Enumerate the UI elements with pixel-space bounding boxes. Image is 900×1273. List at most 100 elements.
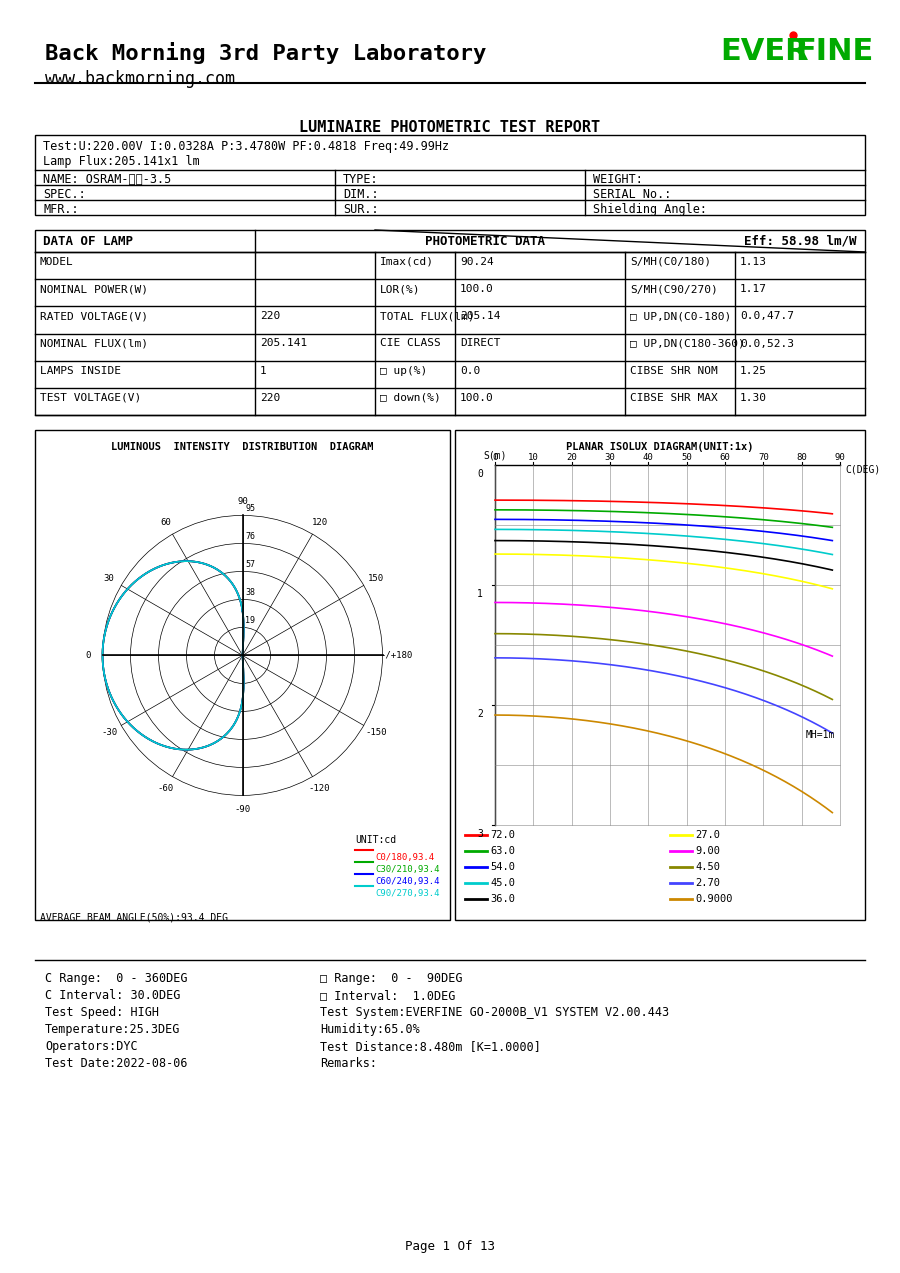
Bar [35,135,865,215]
Text: Test:U:220.00V I:0.0328A P:3.4780W PF:0.4818 Freq:49.99Hz: Test:U:220.00V I:0.0328A P:3.4780W PF:0.… [43,140,449,153]
Text: 80: 80 [796,453,807,462]
Text: 38: 38 [246,588,256,597]
Text: Lamp Flux:205.141x1 lm: Lamp Flux:205.141x1 lm [43,155,200,168]
Text: -150: -150 [365,728,387,737]
Text: □ down(%): □ down(%) [380,393,441,402]
Text: C0/180,93.4: C0/180,93.4 [375,853,434,862]
Text: 10: 10 [528,453,539,462]
Text: RATED VOLTAGE(V): RATED VOLTAGE(V) [40,312,148,321]
Text: 0: 0 [477,468,483,479]
Text: 220: 220 [260,312,280,321]
Text: CIE CLASS: CIE CLASS [380,339,441,349]
Text: □ UP,DN(C0-180): □ UP,DN(C0-180) [630,312,731,321]
Text: □ Interval:  1.0DEG: □ Interval: 1.0DEG [320,989,455,1002]
Text: 45.0: 45.0 [490,878,515,889]
Text: 2: 2 [477,709,483,719]
Text: TEST VOLTAGE(V): TEST VOLTAGE(V) [40,393,141,402]
Bar [35,230,865,415]
Text: 57: 57 [246,560,256,569]
Text: C60/240,93.4: C60/240,93.4 [375,877,439,886]
Text: 1.13: 1.13 [740,257,767,267]
Text: 60: 60 [720,453,731,462]
Text: Test Speed: HIGH: Test Speed: HIGH [45,1006,159,1018]
Text: 0: 0 [492,453,498,462]
Text: NOMINAL FLUX(lm): NOMINAL FLUX(lm) [40,339,148,349]
Text: Page 1 Of 13: Page 1 Of 13 [405,1240,495,1253]
Text: MFR.:: MFR.: [43,202,78,216]
Text: 0: 0 [86,651,91,659]
Text: C30/210,93.4: C30/210,93.4 [375,864,439,875]
Text: Test Date:2022-08-06: Test Date:2022-08-06 [45,1057,187,1071]
Text: Remarks:: Remarks: [320,1057,377,1071]
Text: 90: 90 [834,453,845,462]
Text: NOMINAL POWER(W): NOMINAL POWER(W) [40,284,148,294]
Text: Eff: 58.98 lm/W: Eff: 58.98 lm/W [744,236,857,248]
Text: C Interval: 30.0DEG: C Interval: 30.0DEG [45,989,180,1002]
Text: 30: 30 [605,453,616,462]
Text: 0.0,52.3: 0.0,52.3 [740,339,794,349]
Text: TYPE:: TYPE: [343,173,379,186]
Text: 100.0: 100.0 [460,393,494,402]
Text: 27.0: 27.0 [695,830,720,840]
Text: UNIT:cd: UNIT:cd [355,835,396,845]
Text: CIBSE SHR MAX: CIBSE SHR MAX [630,393,718,402]
Text: Humidity:65.0%: Humidity:65.0% [320,1023,419,1036]
Text: SUR.:: SUR.: [343,202,379,216]
Text: 120: 120 [311,518,328,527]
Text: -120: -120 [309,784,330,793]
Text: 90.24: 90.24 [460,257,494,267]
Text: Back Morning 3rd Party Laboratory: Back Morning 3rd Party Laboratory [45,42,486,64]
Text: -30: -30 [101,728,117,737]
Text: DIM.:: DIM.: [343,188,379,201]
Text: CIBSE SHR NOM: CIBSE SHR NOM [630,365,718,376]
Text: WEIGHT:: WEIGHT: [593,173,643,186]
Text: Test System:EVERFINE GO-2000B_V1 SYSTEM V2.00.443: Test System:EVERFINE GO-2000B_V1 SYSTEM … [320,1006,669,1018]
Text: S(m): S(m) [483,449,507,460]
Text: LUMINOUS  INTENSITY  DISTRIBUTION  DIAGRAM: LUMINOUS INTENSITY DISTRIBUTION DIAGRAM [112,442,374,452]
Text: FINE: FINE [795,37,873,66]
Text: MH=1m: MH=1m [806,729,835,740]
Text: 0.9000: 0.9000 [695,894,733,904]
Text: -60: -60 [158,784,174,793]
Text: C(DEG): C(DEG) [845,465,880,475]
Text: Temperature:25.3DEG: Temperature:25.3DEG [45,1023,180,1036]
Text: MODEL: MODEL [40,257,74,267]
Text: LOR(%): LOR(%) [380,284,420,294]
Text: 0.0,47.7: 0.0,47.7 [740,312,794,321]
Text: 220: 220 [260,393,280,402]
Text: 3: 3 [477,829,483,839]
Text: Test Distance:8.480m [K=1.0000]: Test Distance:8.480m [K=1.0000] [320,1040,541,1053]
Text: □ UP,DN(C180-360): □ UP,DN(C180-360) [630,339,745,349]
Text: □ Range:  0 -  90DEG: □ Range: 0 - 90DEG [320,973,463,985]
Text: 150: 150 [368,574,384,583]
Text: 40: 40 [643,453,653,462]
Text: EVER: EVER [720,37,808,66]
Text: 60: 60 [160,518,171,527]
Text: 1.30: 1.30 [740,393,767,402]
Text: www.backmorning.com: www.backmorning.com [45,70,235,88]
Text: 63.0: 63.0 [490,847,515,855]
Text: PLANAR ISOLUX DIAGRAM(UNIT:1x): PLANAR ISOLUX DIAGRAM(UNIT:1x) [566,442,754,452]
Text: 54.0: 54.0 [490,862,515,872]
Text: 30: 30 [104,574,114,583]
Text: 205.141: 205.141 [260,339,307,349]
Text: AVERAGE BEAM ANGLE(50%):93.4 DEG: AVERAGE BEAM ANGLE(50%):93.4 DEG [40,911,228,922]
Text: SPEC.:: SPEC.: [43,188,86,201]
Text: DATA OF LAMP: DATA OF LAMP [43,236,133,248]
Text: 72.0: 72.0 [490,830,515,840]
Text: 4.50: 4.50 [695,862,720,872]
Text: 205.14: 205.14 [460,312,500,321]
Text: -/+180: -/+180 [381,651,412,659]
Text: DIRECT: DIRECT [460,339,500,349]
Text: -90: -90 [234,805,250,813]
Text: S/MH(C0/180): S/MH(C0/180) [630,257,711,267]
Text: TOTAL FLUX(lm): TOTAL FLUX(lm) [380,312,474,321]
Text: 36.0: 36.0 [490,894,515,904]
Text: 9.00: 9.00 [695,847,720,855]
Text: C90/270,93.4: C90/270,93.4 [375,889,439,897]
Text: LAMPS INSIDE: LAMPS INSIDE [40,365,121,376]
Text: 0.0: 0.0 [460,365,481,376]
Text: 100.0: 100.0 [460,284,494,294]
Text: LUMINAIRE PHOTOMETRIC TEST REPORT: LUMINAIRE PHOTOMETRIC TEST REPORT [300,120,600,135]
Text: C Range:  0 - 360DEG: C Range: 0 - 360DEG [45,973,187,985]
